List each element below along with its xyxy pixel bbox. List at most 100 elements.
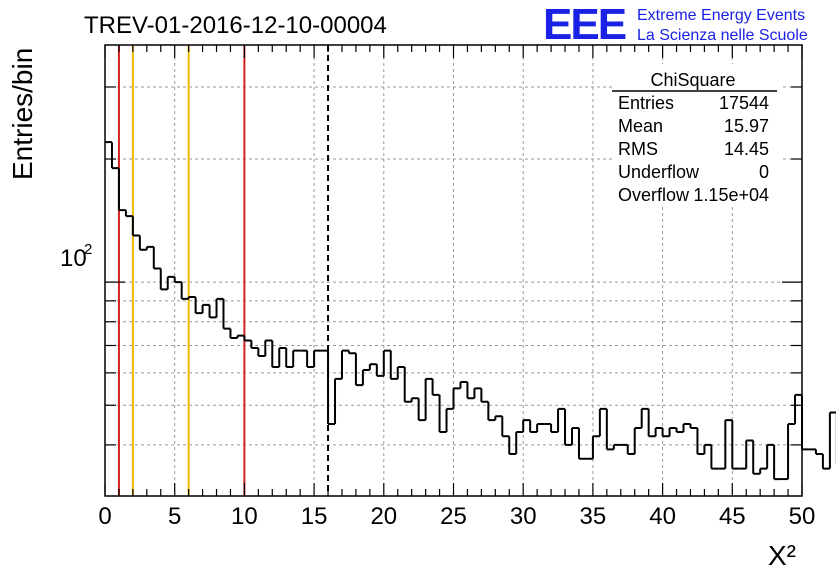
- x-tick-label: 0: [98, 503, 111, 530]
- histogram-bin: [668, 426, 677, 437]
- eee-logo-mark: EEE: [543, 0, 626, 49]
- histogram-bin: [564, 408, 572, 446]
- histogram-bin: [431, 378, 440, 396]
- y-axis-label: Entries/bin: [7, 48, 38, 180]
- histogram-bin: [271, 340, 280, 369]
- histogram-bin: [752, 440, 761, 475]
- histogram-bin: [605, 408, 614, 451]
- x-tick-label: 30: [510, 503, 537, 530]
- histogram-bin: [773, 444, 782, 481]
- histogram-bin: [361, 368, 370, 386]
- histogram-bin: [466, 381, 475, 400]
- histogram-bin: [577, 427, 586, 460]
- histogram-bin: [801, 394, 809, 451]
- stats-row-value: 0: [759, 162, 769, 182]
- histogram-bin: [445, 407, 454, 433]
- vertical-marker-lines: [117, 45, 330, 496]
- histogram-bin: [633, 426, 642, 455]
- histogram-bin: [264, 339, 273, 356]
- histogram-bin: [724, 419, 733, 469]
- x-tick-label: 15: [301, 503, 328, 530]
- histogram-bin: [661, 427, 670, 438]
- x-tick-label: 20: [370, 503, 397, 530]
- histogram-bin: [787, 422, 796, 480]
- histogram-bin: [410, 397, 419, 402]
- histogram-bin: [612, 443, 621, 450]
- x-tick-label: 35: [580, 503, 607, 530]
- histogram-bin: [194, 296, 203, 315]
- stats-row-label: Overflow: [618, 185, 690, 205]
- histogram-bins: [105, 141, 836, 481]
- x-tick-labels: 0 5 10 15 20 25 30 35 40 45 50: [98, 503, 815, 530]
- histogram-bin: [340, 349, 349, 379]
- chart-title: TREV-01-2016-12-10-00004: [84, 12, 387, 39]
- stats-box-background: [612, 64, 780, 204]
- eee-logo: EEE Extreme Energy Events La Scienza nel…: [543, 0, 808, 49]
- histogram-bin: [173, 276, 182, 284]
- histogram-bin: [417, 398, 426, 422]
- histogram-bin: [640, 407, 649, 428]
- stats-row-value: 1.15e+04: [693, 185, 769, 205]
- y-tick-label-base: 10: [60, 245, 87, 272]
- histogram-bin: [682, 422, 691, 433]
- histogram-bin: [452, 387, 461, 409]
- histogram-bin: [243, 335, 252, 342]
- histogram-bin: [131, 216, 140, 237]
- stats-row-value: 15.97: [724, 116, 769, 136]
- histogram-bin: [145, 245, 154, 250]
- histogram-bin: [828, 411, 836, 469]
- histogram-bin: [396, 366, 405, 379]
- histogram-bin: [208, 304, 217, 319]
- histogram-bin: [529, 420, 538, 434]
- histogram-bin: [570, 426, 579, 445]
- histogram-bin: [138, 235, 147, 251]
- histogram-bin: [766, 443, 775, 469]
- histogram-bin: [557, 407, 566, 433]
- histogram-bin: [424, 377, 433, 421]
- histogram-bin: [278, 347, 287, 368]
- histogram-bin: [222, 298, 231, 330]
- histogram-bin: [180, 282, 189, 300]
- histogram-bin: [334, 377, 342, 424]
- histogram-bin: [745, 439, 754, 469]
- stats-row-value: 17544: [719, 93, 769, 113]
- histogram-bin: [675, 427, 684, 434]
- histogram-bin: [347, 350, 356, 355]
- x-tick-label: 40: [649, 503, 676, 530]
- histogram-bin: [117, 168, 126, 212]
- histogram-bin: [201, 303, 210, 314]
- axis-ticks: [104, 45, 803, 496]
- histogram-bin: [550, 423, 559, 434]
- histogram-bin: [654, 426, 663, 437]
- y-tick-label-exponent: 2: [84, 241, 92, 258]
- histogram-bin: [501, 416, 510, 438]
- histogram-bin: [375, 364, 384, 377]
- histogram-bin: [382, 349, 391, 376]
- x-tick-label: 10: [231, 503, 258, 530]
- histogram-bin: [731, 420, 740, 470]
- histogram-bin: [710, 444, 719, 470]
- histogram-bin: [536, 422, 545, 433]
- eee-logo-line2: La Scienza nelle Scuole: [637, 27, 808, 44]
- stats-row-label: RMS: [618, 139, 658, 159]
- histogram-bin: [480, 388, 489, 403]
- histogram-bin: [794, 393, 802, 424]
- histogram-bin: [306, 350, 315, 369]
- histogram-bin: [110, 142, 119, 170]
- histogram-bin: [591, 435, 600, 459]
- x-tick-label: 50: [789, 503, 816, 530]
- histogram-bin: [124, 210, 133, 218]
- histogram-bin: [759, 467, 768, 474]
- stats-box-title: ChiSquare: [650, 70, 735, 90]
- histogram-bin: [389, 350, 398, 380]
- histogram-bin: [821, 454, 830, 470]
- histogram-bin: [187, 295, 196, 299]
- histogram-bin: [689, 423, 698, 429]
- histogram-bin: [522, 419, 531, 433]
- histogram-bin: [250, 340, 259, 350]
- histogram-bin: [229, 328, 238, 340]
- histogram-bin: [598, 407, 607, 437]
- histogram-bin: [515, 431, 524, 455]
- histogram-bin: [487, 401, 496, 422]
